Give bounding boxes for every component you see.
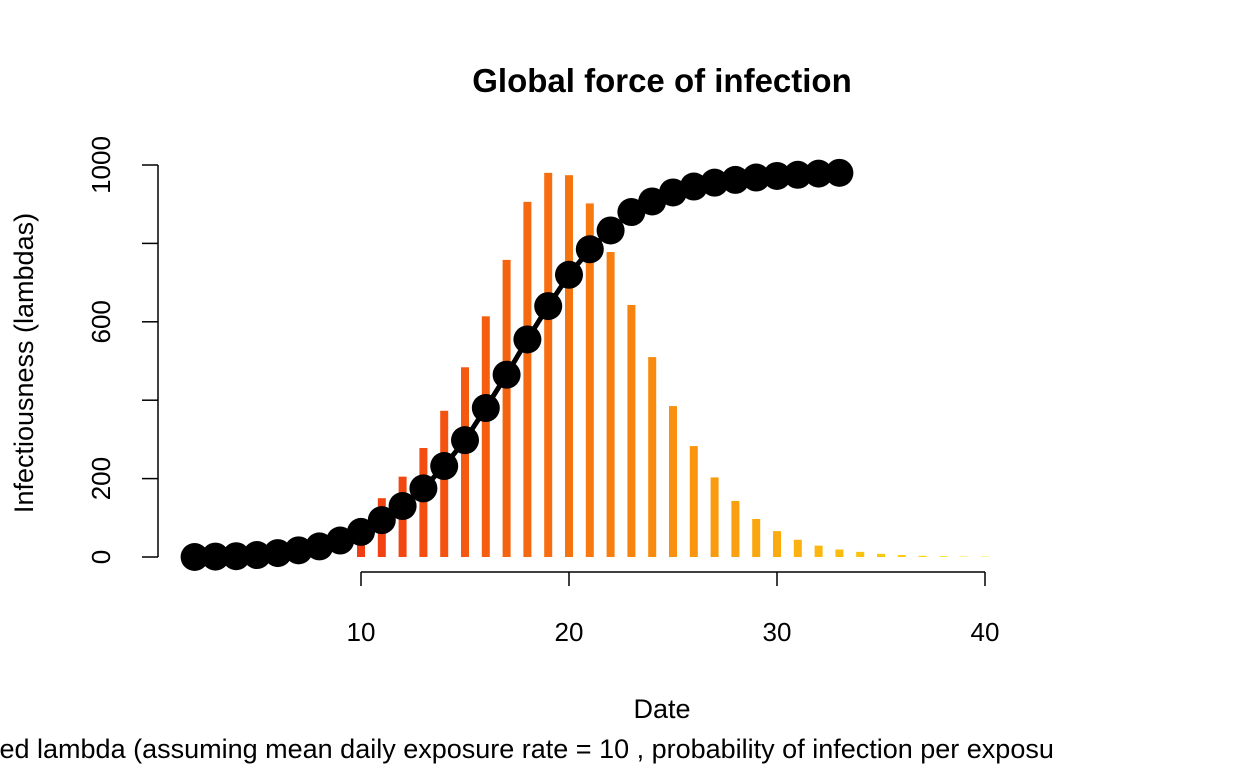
bar (814, 545, 823, 557)
data-point (409, 474, 438, 503)
data-point (180, 543, 209, 571)
bar (856, 551, 865, 557)
bars-layer (357, 172, 989, 558)
data-point (263, 539, 292, 568)
bar (669, 406, 677, 557)
bar (544, 172, 553, 557)
data-point (430, 452, 459, 481)
data-point (721, 165, 750, 194)
data-point (367, 506, 396, 535)
data-point (700, 168, 729, 197)
data-point (451, 426, 479, 455)
bar (773, 531, 781, 557)
data-point (471, 394, 500, 423)
bar (918, 555, 927, 557)
bar (710, 477, 719, 557)
chart-subtitle: ted lambda (assuming mean daily exposure… (0, 734, 1054, 764)
data-point (596, 216, 625, 245)
data-point (804, 159, 833, 188)
data-point (783, 160, 812, 189)
bar (731, 500, 740, 557)
data-point (555, 260, 583, 289)
y-tick-label: 1000 (86, 136, 116, 194)
points-layer (180, 158, 854, 571)
data-point (388, 492, 417, 521)
data-point (742, 163, 771, 192)
y-tick-label: 200 (86, 457, 116, 500)
data-point (617, 198, 646, 227)
data-point (534, 292, 563, 321)
data-point (243, 541, 271, 570)
x-tick-label: 30 (763, 617, 792, 647)
bar (523, 201, 532, 557)
data-point (763, 161, 791, 190)
data-point (825, 158, 854, 187)
data-point (222, 542, 251, 571)
bar (835, 549, 844, 557)
bar (461, 367, 469, 557)
bar (585, 203, 594, 557)
y-tick-label: 0 (86, 550, 116, 564)
bar (627, 304, 636, 557)
bar (939, 556, 948, 557)
bar (689, 446, 698, 557)
bar (440, 410, 449, 557)
bar (606, 252, 615, 558)
data-point (679, 172, 708, 201)
x-tick-label: 20 (555, 617, 584, 647)
bar (502, 259, 511, 557)
bar (565, 175, 573, 557)
x-tick-label: 40 (971, 617, 1000, 647)
bar (648, 357, 657, 557)
bar (897, 555, 906, 557)
chart-title: Global force of infection (472, 62, 852, 99)
bar (793, 539, 802, 557)
y-axis-label: Infectiousness (lambdas) (9, 213, 39, 513)
y-tick-label: 600 (86, 300, 116, 343)
bar (419, 448, 428, 557)
series-line (194, 170, 840, 560)
x-axis-label: Date (633, 694, 690, 724)
x-tick-label: 10 (347, 617, 376, 647)
data-point (347, 517, 375, 546)
bar (481, 316, 490, 557)
bar (877, 553, 885, 557)
data-point (284, 536, 313, 565)
data-point (513, 325, 542, 354)
data-point (575, 235, 604, 264)
data-point (492, 360, 521, 389)
axes-layer: 10 20 30 40 0 200 600 1000 (86, 136, 999, 647)
bar (752, 518, 761, 557)
data-point (201, 542, 230, 571)
